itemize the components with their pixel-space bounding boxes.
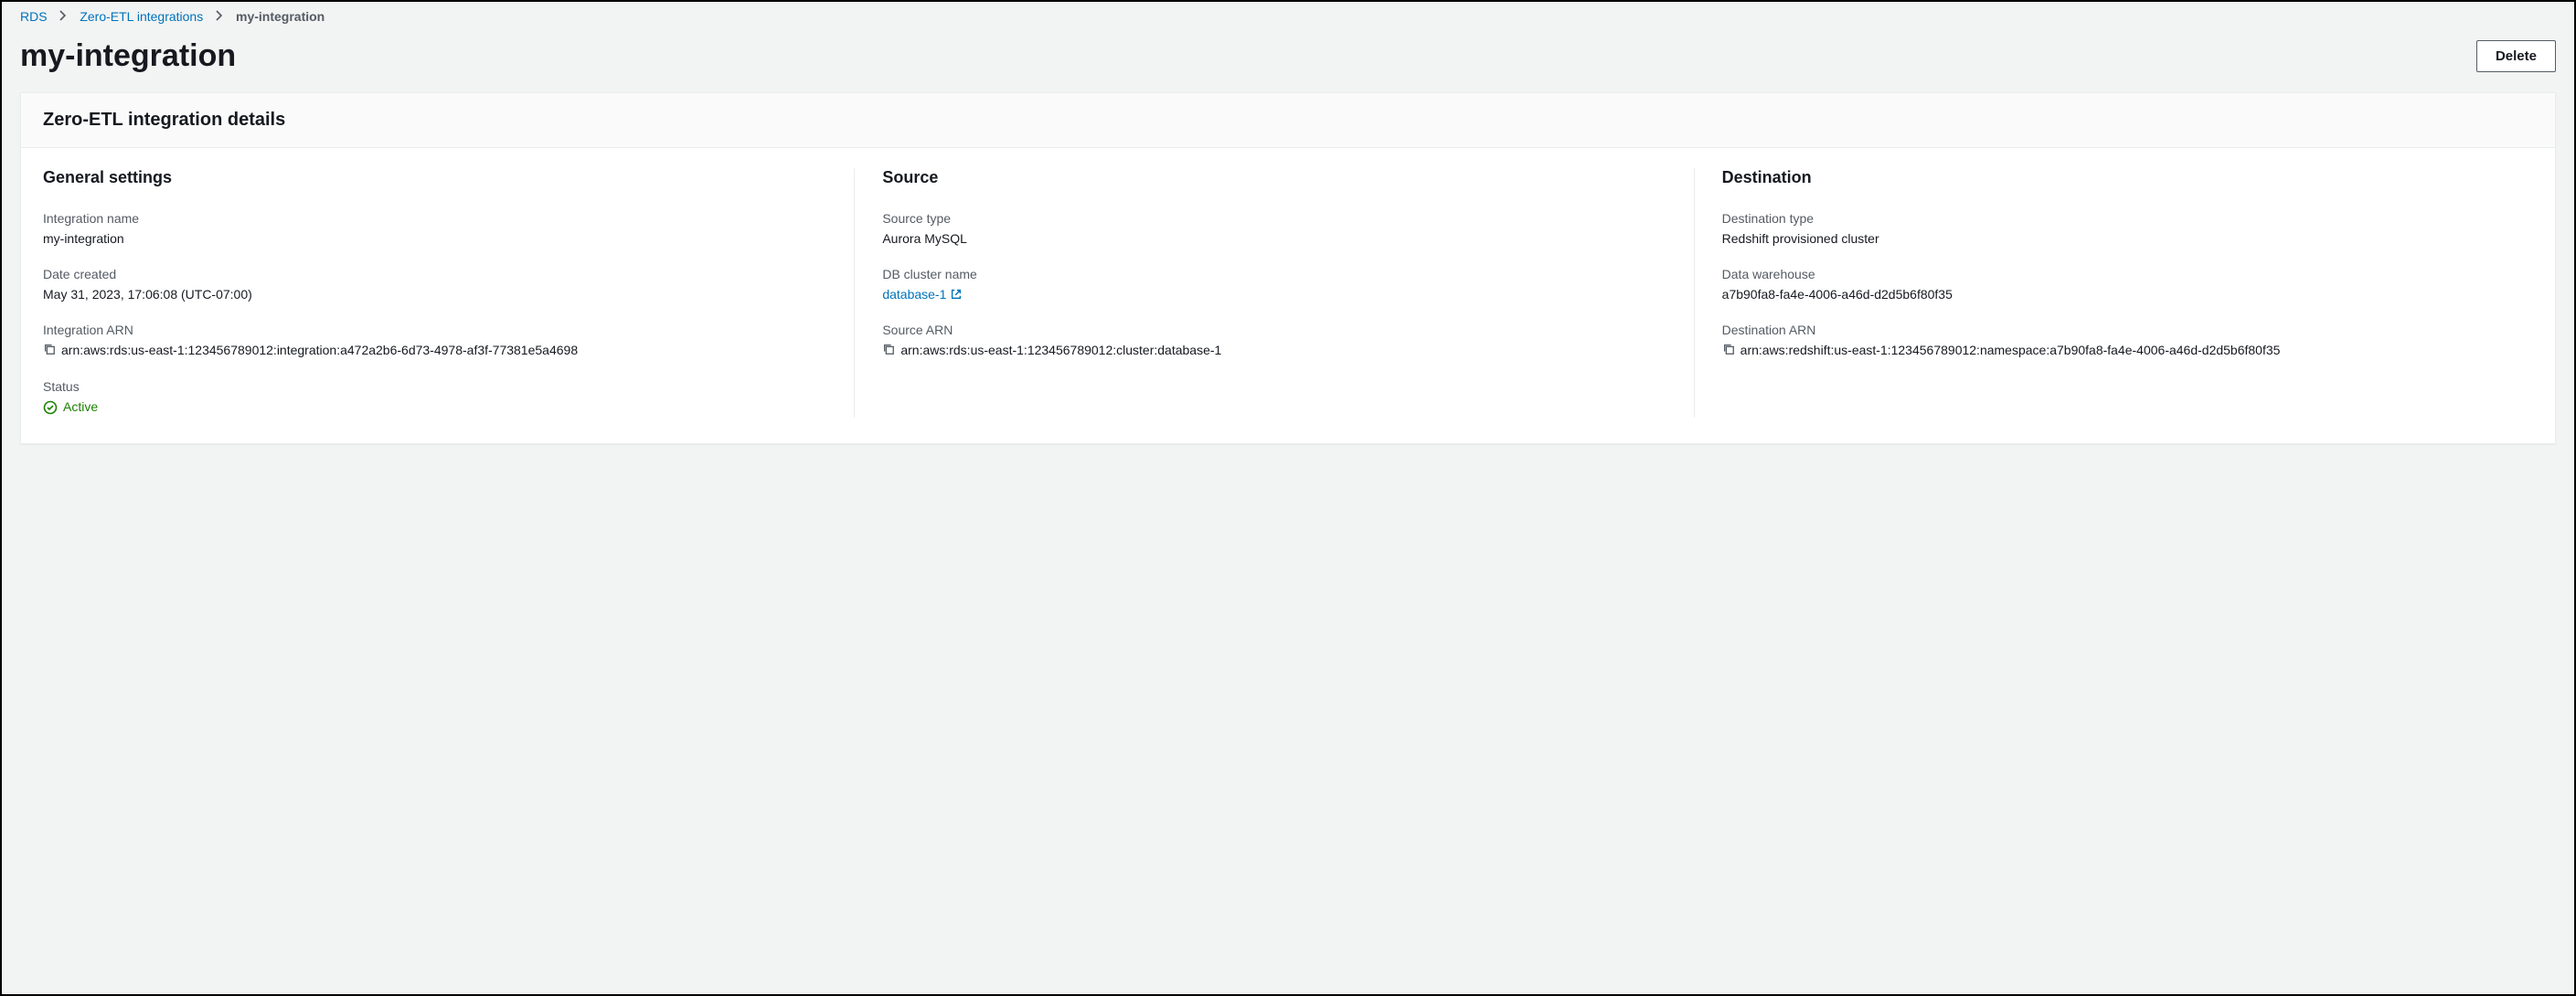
page-title: my-integration (20, 38, 236, 74)
source-column: Source Source type Aurora MySQL DB clust… (854, 168, 1693, 418)
field-label: DB cluster name (882, 267, 1666, 281)
arn-text: arn:aws:rds:us-east-1:123456789012:integ… (61, 341, 578, 360)
field-source-arn: Source ARN arn:aws:rds:us-east-1:1234567… (882, 323, 1666, 361)
source-heading: Source (882, 168, 1666, 187)
field-value: Aurora MySQL (882, 229, 1666, 249)
field-integration-arn: Integration ARN arn:aws:rds:us-east-1:12… (43, 323, 826, 361)
breadcrumb: RDS Zero-ETL integrations my-integration (2, 2, 2574, 27)
destination-column: Destination Destination type Redshift pr… (1694, 168, 2533, 418)
field-label: Integration name (43, 211, 826, 226)
field-destination-arn: Destination ARN arn:aws:redshift:us-east… (1722, 323, 2506, 361)
db-cluster-link[interactable]: database-1 (882, 287, 963, 302)
delete-button[interactable]: Delete (2476, 40, 2556, 72)
destination-heading: Destination (1722, 168, 2506, 187)
field-value: my-integration (43, 229, 826, 249)
field-label: Integration ARN (43, 323, 826, 337)
field-label: Destination ARN (1722, 323, 2506, 337)
copy-icon[interactable] (1722, 342, 1735, 361)
field-label: Source type (882, 211, 1666, 226)
field-value: a7b90fa8-fa4e-4006-a46d-d2d5b6f80f35 (1722, 285, 2506, 304)
chevron-right-icon (59, 9, 70, 24)
copy-icon[interactable] (43, 342, 56, 361)
field-label: Source ARN (882, 323, 1666, 337)
arn-text: arn:aws:redshift:us-east-1:123456789012:… (1740, 341, 2281, 360)
field-date-created: Date created May 31, 2023, 17:06:08 (UTC… (43, 267, 826, 304)
link-text: database-1 (882, 287, 946, 302)
field-label: Status (43, 379, 826, 394)
general-heading: General settings (43, 168, 826, 187)
details-panel: Zero-ETL integration details General set… (20, 92, 2556, 444)
external-link-icon (950, 288, 963, 301)
copy-icon[interactable] (882, 342, 895, 361)
status-badge: Active (43, 397, 98, 417)
page-header: my-integration Delete (2, 27, 2574, 92)
field-data-warehouse: Data warehouse a7b90fa8-fa4e-4006-a46d-d… (1722, 267, 2506, 304)
field-db-cluster: DB cluster name database-1 (882, 267, 1666, 304)
check-circle-icon (43, 400, 58, 415)
field-value: May 31, 2023, 17:06:08 (UTC-07:00) (43, 285, 826, 304)
field-label: Destination type (1722, 211, 2506, 226)
chevron-right-icon (216, 9, 227, 24)
general-column: General settings Integration name my-int… (43, 168, 854, 418)
field-integration-name: Integration name my-integration (43, 211, 826, 249)
arn-text: arn:aws:rds:us-east-1:123456789012:clust… (900, 341, 1221, 360)
field-status: Status Active (43, 379, 826, 418)
status-text: Active (63, 397, 98, 417)
panel-body: General settings Integration name my-int… (21, 148, 2555, 443)
field-label: Date created (43, 267, 826, 281)
field-value: Redshift provisioned cluster (1722, 229, 2506, 249)
panel-header: Zero-ETL integration details (21, 93, 2555, 148)
breadcrumb-parent-link[interactable]: Zero-ETL integrations (80, 9, 203, 24)
field-destination-type: Destination type Redshift provisioned cl… (1722, 211, 2506, 249)
field-label: Data warehouse (1722, 267, 2506, 281)
breadcrumb-root-link[interactable]: RDS (20, 9, 48, 24)
breadcrumb-current: my-integration (236, 9, 325, 24)
panel-title: Zero-ETL integration details (43, 110, 2533, 131)
field-source-type: Source type Aurora MySQL (882, 211, 1666, 249)
